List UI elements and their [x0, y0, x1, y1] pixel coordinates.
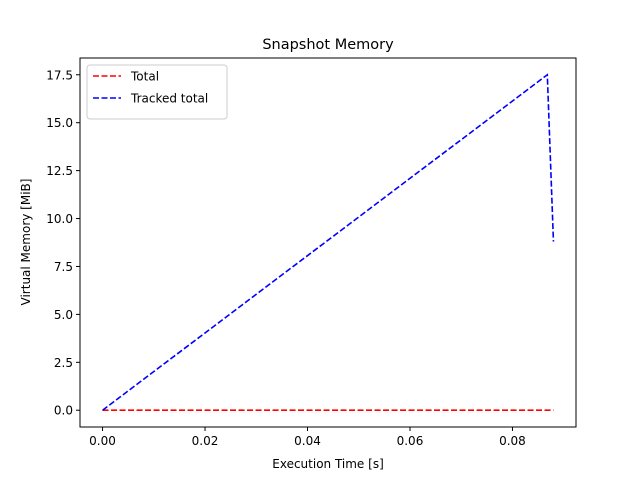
- y-axis-label: Virtual Memory [MiB]: [19, 179, 33, 306]
- x-tick-label: 0.04: [294, 434, 321, 448]
- x-tick-label: 0.02: [192, 434, 219, 448]
- chart-title: Snapshot Memory: [262, 37, 394, 53]
- y-tick-label: 12.5: [46, 164, 73, 178]
- y-tick-label: 17.5: [46, 68, 73, 82]
- legend: Total Tracked total: [86, 64, 228, 120]
- legend-label-tracked-total: Tracked total: [130, 92, 208, 106]
- x-axis-label: Execution Time [s]: [272, 457, 384, 471]
- y-tick-label: 5.0: [54, 308, 73, 322]
- y-tick-label: 7.5: [54, 260, 73, 274]
- y-tick-label: 15.0: [46, 116, 73, 130]
- legend-label-total: Total: [130, 70, 159, 84]
- plot-area: 0.00 0.02 0.04 0.06 0.08 0.0 2.5 5.0 7.5 10.0 12.5…: [46, 57, 577, 448]
- y-tick-label: 2.5: [54, 356, 73, 370]
- x-tick-label: 0.06: [397, 434, 424, 448]
- y-tick-label: 10.0: [46, 212, 73, 226]
- legend-box: [86, 64, 228, 120]
- x-tick-label: 0.08: [499, 434, 526, 448]
- y-tick-label: 0.0: [54, 404, 73, 418]
- plot-frame: [79, 57, 577, 428]
- x-tick-label: 0.00: [89, 434, 116, 448]
- series-line-tracked-total: [102, 73, 555, 411]
